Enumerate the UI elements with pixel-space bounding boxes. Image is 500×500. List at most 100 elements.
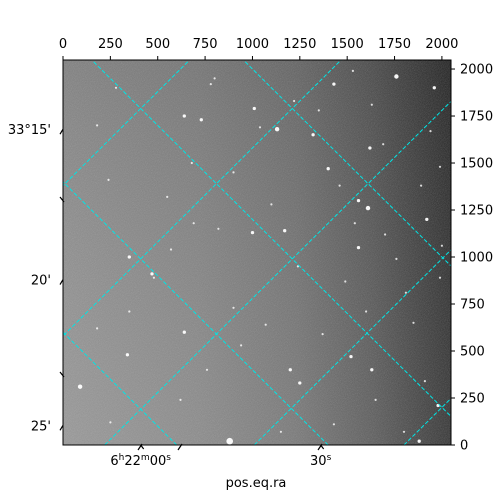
star-52 (264, 323, 267, 326)
grid-line-ra-1 (63, 60, 342, 337)
ra-tick-label-part: s (166, 453, 171, 463)
bottom-ra-axis: 6h​22m​00s​ 30s​ (110, 443, 332, 469)
star-38 (317, 109, 320, 112)
star-41 (293, 99, 296, 103)
image-layer (0, 60, 451, 445)
star-43 (107, 178, 110, 181)
right-tick-label-2: 500 (460, 345, 485, 360)
star-53 (240, 344, 243, 347)
ra-tick-label-part: 6 (110, 454, 118, 469)
ra-tick-label-part: 22 (124, 454, 141, 469)
ra-tick-label-0: 6h​22m​00s​ (110, 453, 171, 469)
star-33 (404, 291, 407, 294)
plot-frame (62, 59, 452, 446)
right-tick-label-5: 1250 (460, 204, 493, 219)
star-10 (250, 230, 255, 235)
grid-line-ra-3 (253, 249, 451, 445)
top-tick-label-4: 1000 (236, 37, 269, 52)
sky-noise (63, 60, 451, 445)
star-2 (298, 381, 302, 385)
star-21 (332, 82, 336, 86)
dec-minor-mark-1 (59, 371, 65, 378)
star-51 (296, 265, 299, 268)
dec-tick-label-0: 33°15' (8, 123, 51, 138)
star-27 (412, 321, 415, 324)
star-48 (190, 161, 193, 165)
grid-line-dec-4 (91, 60, 451, 418)
grid-line-dec-2 (63, 331, 178, 445)
star-34 (395, 257, 398, 260)
right-tick-label-8: 2000 (460, 63, 493, 78)
dec-minor-mark-0 (59, 196, 65, 203)
grid-line-dec-1 (0, 60, 25, 445)
star-46 (128, 310, 131, 313)
top-tick-label-0: 0 (59, 37, 67, 52)
star-1 (417, 439, 421, 443)
star-73 (96, 327, 99, 330)
top-tick-label-1: 250 (98, 37, 123, 52)
star-7 (425, 217, 429, 222)
star-63 (351, 69, 354, 72)
star-42 (125, 353, 130, 357)
coordinate-grid (0, 60, 451, 445)
star-20 (394, 74, 399, 79)
star-3 (182, 330, 186, 334)
star-59 (77, 384, 83, 389)
dec-tick-0 (59, 128, 64, 135)
star-6 (356, 245, 361, 250)
top-tick-label-5: 1250 (283, 37, 316, 52)
star-30 (402, 430, 406, 433)
star-57 (420, 184, 423, 187)
star-16 (182, 114, 186, 118)
star-22 (370, 103, 373, 106)
dec-tick-1 (59, 279, 64, 285)
star-54 (205, 368, 209, 371)
right-tick-label-1: 250 (460, 392, 485, 407)
star-15 (356, 198, 361, 203)
top-tick-label-8: 2000 (425, 37, 458, 52)
star-72 (438, 276, 442, 279)
star-37 (429, 130, 432, 133)
star-47 (166, 195, 169, 198)
star-5 (368, 146, 372, 150)
ra-tick-label-part: 00 (150, 454, 167, 469)
top-pixel-axis: 0 250 500 750 1000 1250 1500 1750 2000 (59, 37, 458, 60)
star-50 (270, 203, 273, 206)
star-14 (326, 167, 330, 171)
dec-tick-label-2: 25' (31, 419, 51, 434)
star-31 (279, 430, 282, 433)
star-62 (258, 126, 262, 129)
x-axis-title: pos.eq.ra (226, 476, 287, 491)
ra-minor-mark-2 (317, 443, 323, 451)
star-8 (274, 127, 280, 132)
star-25 (217, 227, 220, 230)
star-58 (384, 233, 387, 236)
star-26 (365, 310, 368, 313)
right-tick-label-4: 1000 (460, 251, 493, 266)
star-12 (152, 276, 155, 279)
star-66 (321, 333, 324, 336)
star-61 (209, 83, 212, 86)
star-40 (432, 86, 436, 90)
ra-tick-label-part: m (141, 453, 150, 463)
stars-layer (77, 69, 443, 445)
grid-line-dec-5 (243, 60, 451, 267)
star-55 (332, 423, 335, 426)
star-44 (96, 124, 99, 127)
star-39 (438, 165, 442, 168)
star-18 (252, 106, 256, 111)
right-tick-label-0: 0 (460, 439, 468, 454)
star-74 (192, 222, 195, 225)
star-17 (199, 118, 203, 122)
star-68 (169, 248, 173, 251)
star-13 (150, 272, 154, 276)
star-32 (288, 368, 292, 372)
right-tick-label-7: 1750 (460, 110, 493, 125)
right-tick-label-3: 750 (460, 298, 485, 313)
top-tick-label-7: 1750 (378, 37, 411, 52)
star-49 (232, 171, 235, 174)
star-9 (365, 205, 371, 211)
dec-tick-2 (59, 424, 64, 431)
star-23 (382, 143, 385, 146)
